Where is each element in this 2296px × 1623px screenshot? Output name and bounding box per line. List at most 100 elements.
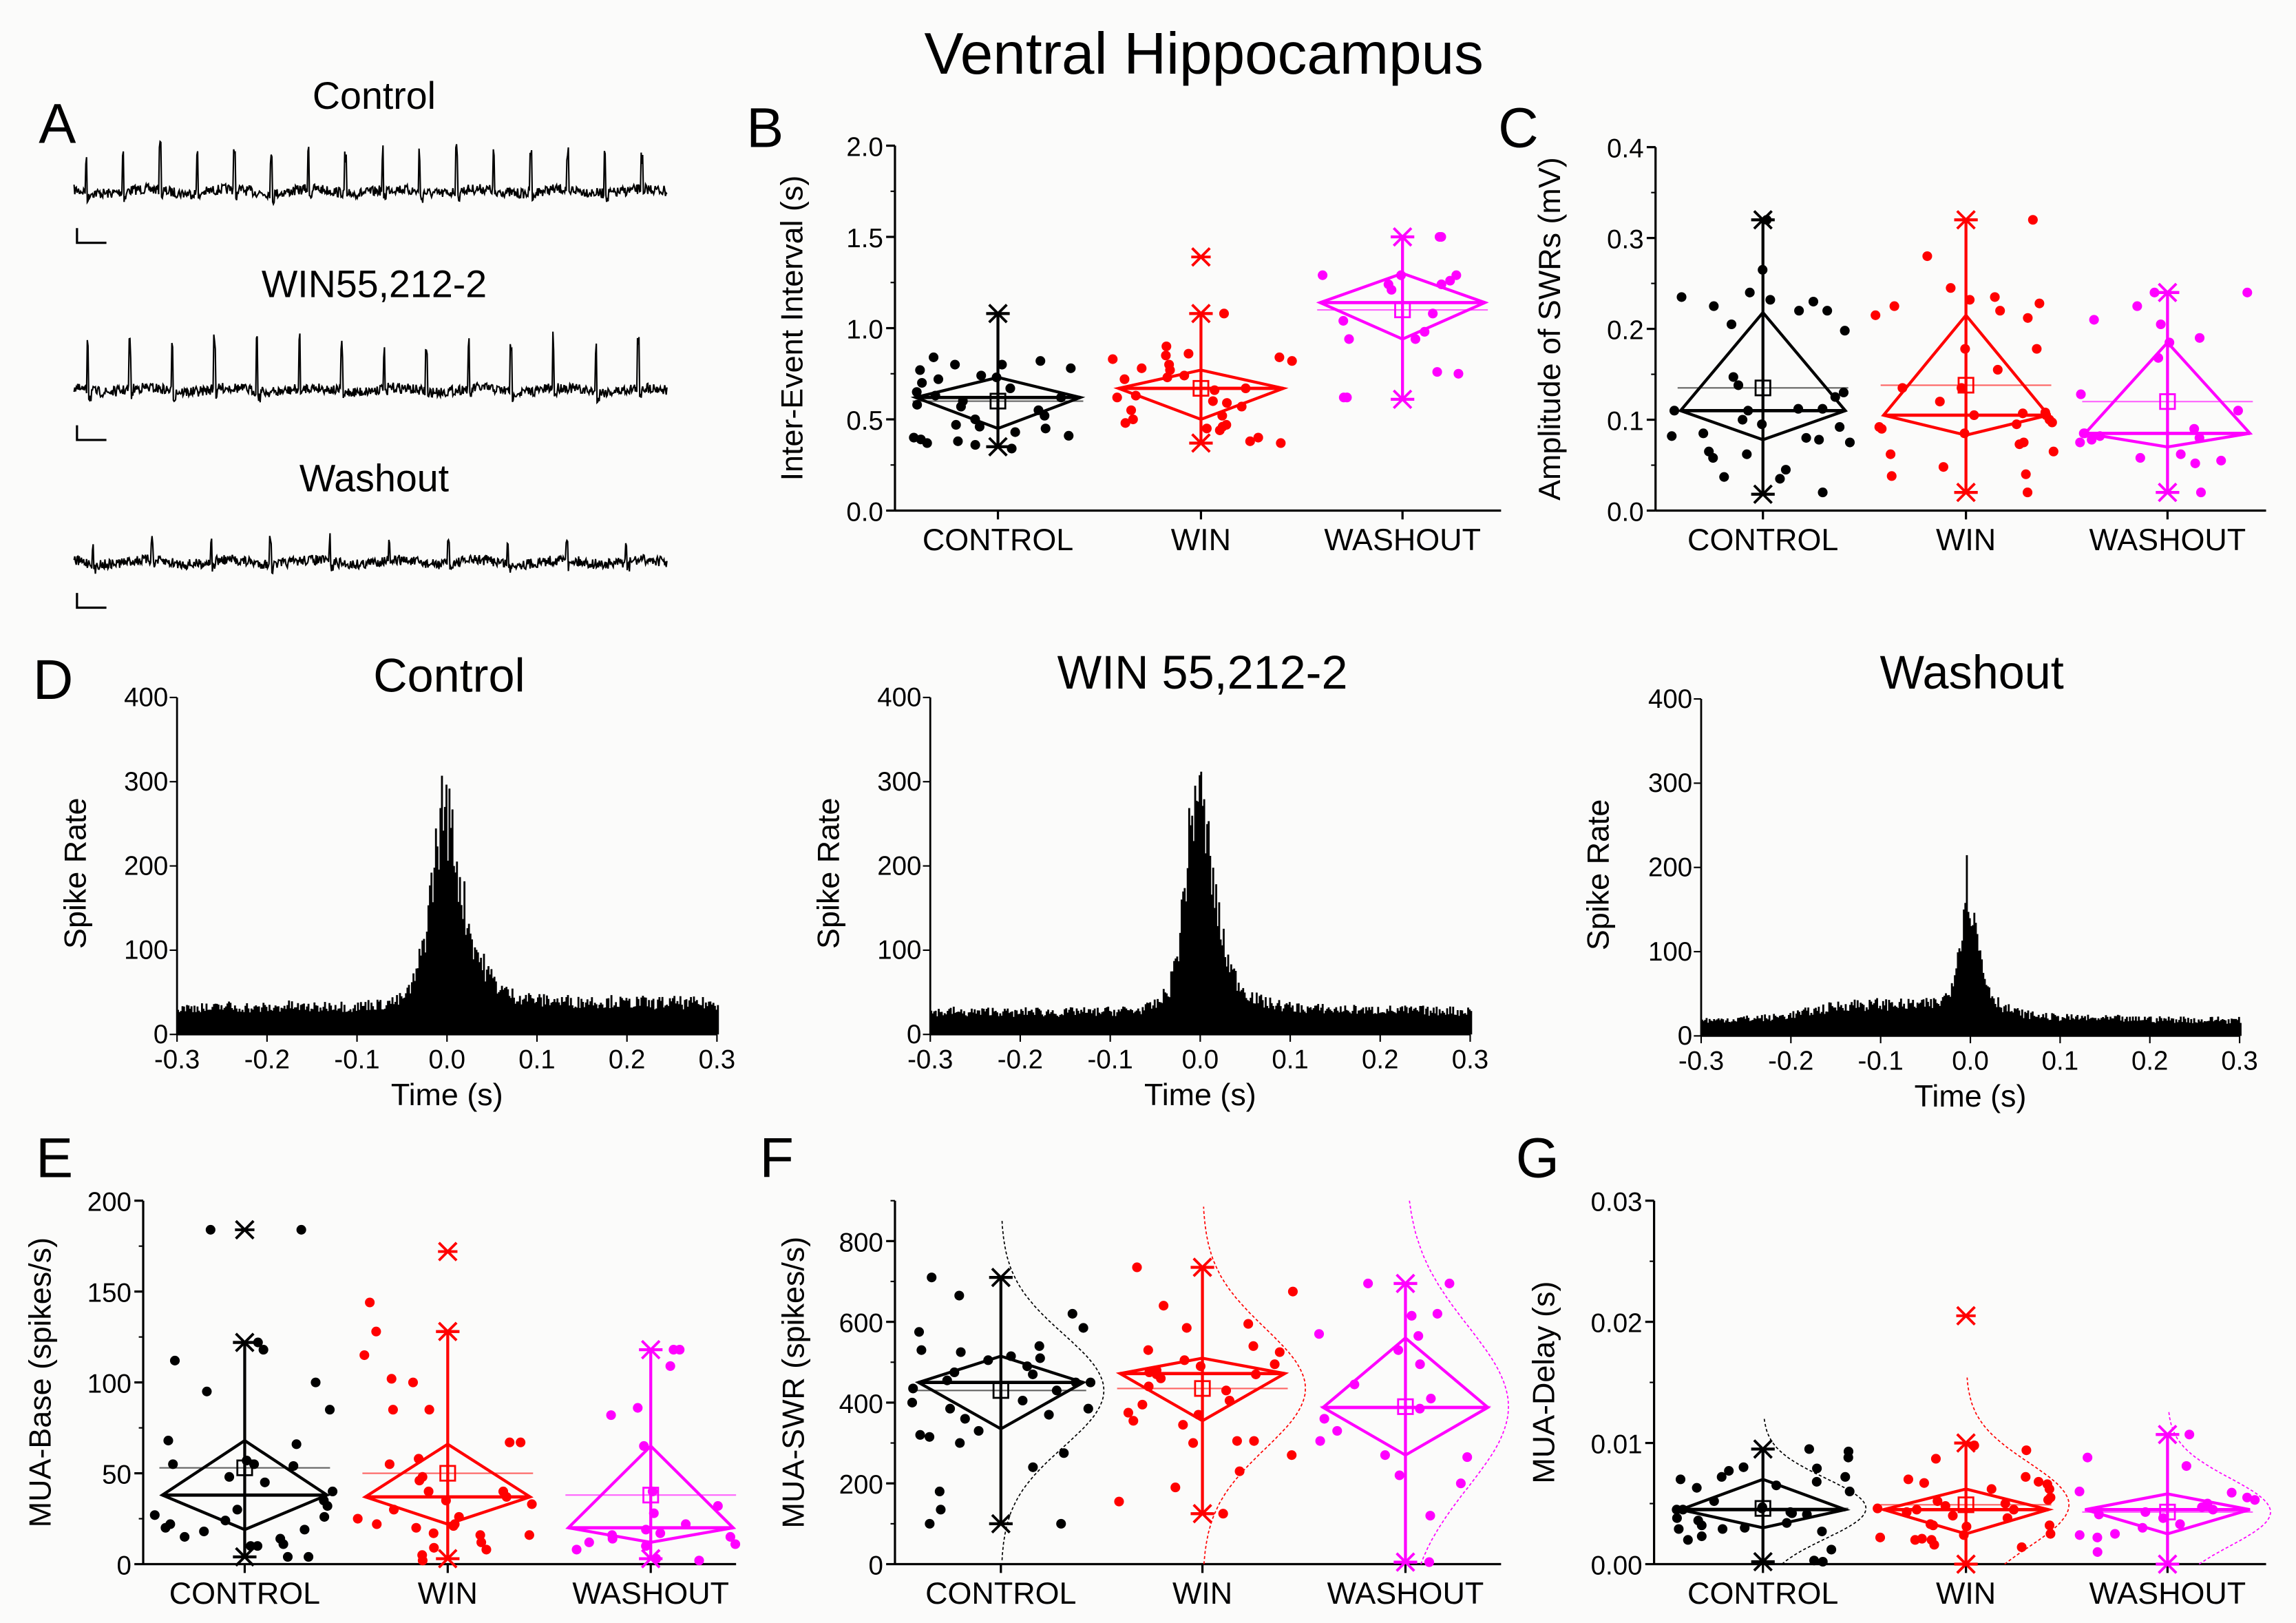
histogram-bar — [1716, 1019, 1718, 1036]
histogram-bar — [1056, 1015, 1059, 1035]
extreme-marker — [1191, 433, 1211, 453]
histogram-bar — [527, 993, 530, 1035]
histogram-bar — [1369, 1009, 1372, 1035]
histogram-bar — [1921, 1000, 1924, 1036]
y-tick-label: 0.0 — [846, 497, 883, 527]
histogram-bar — [1228, 972, 1231, 1035]
data-point — [352, 1514, 363, 1524]
data-point — [1056, 1518, 1066, 1529]
data-point — [641, 1541, 651, 1551]
histogram-bar — [565, 997, 568, 1035]
histogram-bar — [643, 997, 646, 1035]
histogram-bar — [525, 994, 527, 1035]
histogram-bar — [321, 1010, 324, 1035]
histogram-bar — [1778, 1016, 1781, 1036]
histogram-bar — [474, 947, 476, 1035]
histogram-bar — [1349, 1012, 1351, 1035]
histogram-bar — [1460, 1009, 1462, 1035]
histogram-bar — [1773, 1014, 1776, 1036]
y-tick-label: 0.5 — [846, 406, 883, 436]
y-tick-label: 1.5 — [846, 224, 883, 253]
histogram-bar — [547, 998, 550, 1035]
histogram-bar — [1173, 961, 1175, 1035]
histogram-bar — [1705, 1018, 1708, 1036]
histogram-bar — [1807, 1007, 1810, 1036]
histogram-bar — [2187, 1018, 2189, 1036]
histogram-bar — [493, 976, 496, 1035]
histogram-bar — [2106, 1016, 2109, 1036]
histogram-bar — [2180, 1016, 2182, 1036]
data-point — [1886, 449, 1896, 459]
histogram-bar — [2207, 1020, 2209, 1036]
histogram-bar — [2153, 1022, 2155, 1036]
data-point — [922, 438, 932, 448]
histogram-bar — [531, 998, 534, 1035]
histogram-bar — [1044, 1015, 1046, 1035]
data-point — [1929, 1540, 1939, 1550]
histogram-bar — [1943, 996, 1946, 1036]
histogram-bar — [2014, 1008, 2016, 1036]
histogram-bar — [1040, 1010, 1042, 1035]
histogram-bar — [633, 1007, 635, 1035]
histogram-bar — [2079, 1018, 2082, 1036]
histogram-bar — [1985, 985, 1988, 1036]
data-point — [1137, 1399, 1148, 1410]
data-point — [1738, 1462, 1749, 1472]
histogram-bar — [1402, 1011, 1405, 1035]
histogram-bar — [1816, 1011, 1819, 1036]
histogram-bar — [1893, 1006, 1895, 1036]
data-point — [1780, 465, 1791, 475]
histogram-bar — [1414, 1007, 1417, 1035]
histogram-bar — [675, 1003, 677, 1035]
histogram-bar — [679, 996, 682, 1035]
histogram-bar — [1186, 868, 1189, 1035]
histogram-bar — [954, 1012, 956, 1035]
histogram-bar — [2052, 1014, 2055, 1036]
histogram-bar — [1143, 1010, 1146, 1035]
data-point — [2089, 315, 2099, 325]
data-point — [1380, 1450, 1390, 1460]
histogram-bar — [2070, 1014, 2073, 1036]
histogram-bar — [1195, 800, 1198, 1035]
histogram-bar — [1122, 1006, 1124, 1035]
diamond-box — [1316, 271, 1489, 341]
histogram-bar — [447, 860, 450, 1035]
data-point — [1165, 365, 1175, 375]
data-point — [912, 387, 922, 397]
histogram-bar — [2034, 1016, 2037, 1036]
histogram-bar — [237, 1012, 240, 1035]
extreme-marker — [2158, 1554, 2178, 1574]
histogram-bar — [228, 1001, 231, 1035]
histogram-bar — [2176, 1022, 2179, 1036]
histogram-bar — [1232, 969, 1234, 1035]
histogram-bar — [622, 1000, 624, 1035]
extreme-marker — [1956, 1554, 1976, 1574]
histogram-bar — [1801, 1011, 1804, 1036]
mean-marker — [1957, 1496, 1974, 1514]
histogram-bar — [1847, 1010, 1850, 1036]
extreme-marker — [1192, 1257, 1212, 1277]
histogram-bar — [1440, 1013, 1442, 1035]
histogram-bar — [1341, 1012, 1343, 1035]
data-point — [1315, 1436, 1325, 1446]
data-point — [505, 1437, 515, 1447]
histogram-bar — [2144, 1016, 2146, 1036]
histogram-bar — [1735, 1021, 1738, 1036]
data-point — [655, 1528, 666, 1538]
data-point — [1835, 422, 1845, 432]
histogram-bar — [1714, 1020, 1717, 1036]
histogram-bar — [1239, 991, 1241, 1035]
histogram-bar — [454, 872, 456, 1035]
histogram-bar — [429, 885, 431, 1035]
data-point — [665, 1361, 675, 1371]
extreme-marker — [438, 1321, 458, 1341]
lfp-trace-2 — [73, 533, 668, 575]
data-point — [2195, 488, 2207, 498]
extreme-marker — [2158, 1425, 2178, 1445]
histogram-bar — [691, 1003, 694, 1035]
histogram-bar — [2102, 1016, 2105, 1036]
diamond-box — [159, 1438, 330, 1531]
histogram-bar — [252, 1009, 254, 1035]
histogram-bar — [1958, 948, 1961, 1036]
histogram-bar — [1825, 1011, 1828, 1036]
